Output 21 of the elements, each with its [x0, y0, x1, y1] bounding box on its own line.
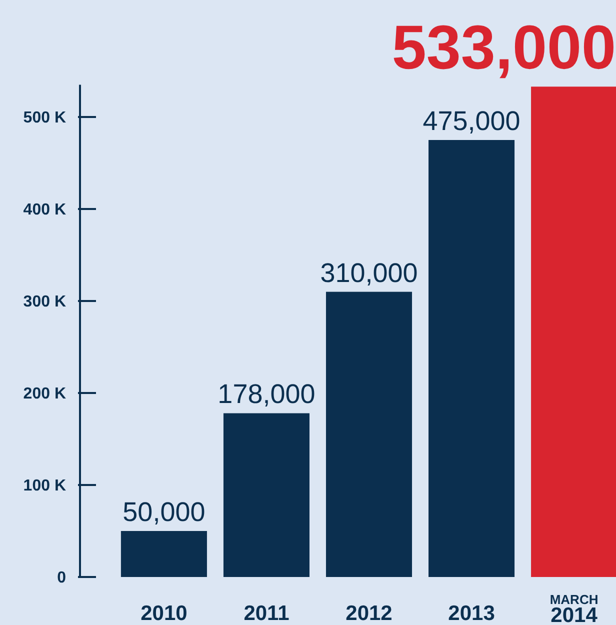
x-tick-label: 2012: [346, 602, 392, 625]
data-label: 475,000: [422, 106, 520, 136]
y-tick-label: 400 K: [23, 202, 66, 219]
x-tick-label: MARCH 2014: [550, 592, 598, 625]
y-tick-label: 200 K: [23, 386, 66, 403]
x-tick-label: 2011: [244, 602, 290, 625]
bar: [223, 413, 310, 577]
data-label: 178,000: [218, 379, 316, 410]
y-tick-label: 500 K: [23, 110, 66, 127]
y-tick-label: 0: [57, 570, 66, 587]
bar: [531, 86, 616, 577]
x-tick-label: 2013: [448, 602, 495, 625]
x-tick-label: 2010: [140, 602, 188, 625]
bar: [326, 292, 412, 577]
y-tick-label: 300 K: [23, 294, 66, 311]
data-label: 310,000: [320, 258, 418, 288]
bar: [428, 140, 515, 577]
data-label: 533,000: [392, 14, 616, 83]
bar: [120, 531, 207, 577]
y-tick-label: 100 K: [23, 478, 66, 495]
data-label: 50,000: [122, 497, 206, 527]
